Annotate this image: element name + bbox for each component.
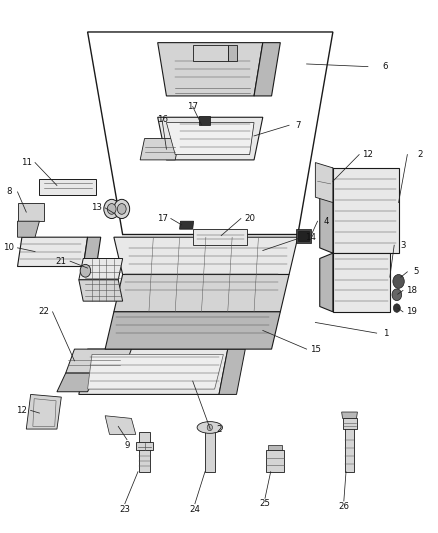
Text: 17: 17 xyxy=(187,102,198,111)
Polygon shape xyxy=(219,349,245,394)
Circle shape xyxy=(207,424,212,431)
Text: 17: 17 xyxy=(156,214,168,223)
Polygon shape xyxy=(180,221,194,229)
Text: 9: 9 xyxy=(124,441,130,449)
Polygon shape xyxy=(298,231,309,241)
Text: 7: 7 xyxy=(295,121,300,130)
Bar xyxy=(205,432,215,472)
Polygon shape xyxy=(79,349,228,394)
Polygon shape xyxy=(18,203,44,221)
Text: 13: 13 xyxy=(91,204,102,212)
Text: 20: 20 xyxy=(244,214,255,223)
Polygon shape xyxy=(88,354,223,389)
Text: 23: 23 xyxy=(119,505,131,513)
Text: 16: 16 xyxy=(156,116,168,124)
Polygon shape xyxy=(18,221,39,237)
Text: 14: 14 xyxy=(305,233,317,241)
Polygon shape xyxy=(320,168,333,253)
Circle shape xyxy=(117,204,126,214)
Text: 24: 24 xyxy=(189,505,201,513)
Polygon shape xyxy=(105,312,280,349)
Text: 19: 19 xyxy=(406,308,417,316)
Polygon shape xyxy=(158,43,263,96)
Polygon shape xyxy=(315,163,333,203)
Circle shape xyxy=(114,199,130,219)
Polygon shape xyxy=(79,259,123,280)
Text: 2: 2 xyxy=(216,425,222,433)
Polygon shape xyxy=(193,229,247,245)
Text: 26: 26 xyxy=(338,502,350,511)
Text: 25: 25 xyxy=(259,499,271,508)
Circle shape xyxy=(104,199,120,219)
Polygon shape xyxy=(66,349,131,373)
Polygon shape xyxy=(140,139,180,160)
Circle shape xyxy=(392,289,402,301)
Polygon shape xyxy=(166,123,254,155)
Text: 10: 10 xyxy=(3,244,14,252)
Polygon shape xyxy=(254,43,280,96)
Text: 22: 22 xyxy=(38,308,49,316)
Polygon shape xyxy=(333,253,390,312)
Text: 18: 18 xyxy=(406,286,417,295)
Circle shape xyxy=(393,304,400,312)
Text: 1: 1 xyxy=(383,329,388,337)
Polygon shape xyxy=(105,416,136,434)
Polygon shape xyxy=(193,45,228,61)
Circle shape xyxy=(393,274,404,288)
Text: 4: 4 xyxy=(324,217,329,225)
Circle shape xyxy=(107,204,116,214)
Text: 2: 2 xyxy=(418,150,423,159)
Polygon shape xyxy=(18,237,88,266)
Text: 15: 15 xyxy=(310,345,321,353)
Polygon shape xyxy=(83,237,101,266)
Bar xyxy=(266,450,284,472)
Polygon shape xyxy=(343,418,357,429)
Polygon shape xyxy=(158,117,263,160)
Bar xyxy=(345,424,354,472)
Polygon shape xyxy=(228,45,237,61)
Polygon shape xyxy=(114,237,298,274)
Polygon shape xyxy=(320,253,333,312)
Bar xyxy=(139,432,150,472)
Polygon shape xyxy=(296,229,311,243)
Text: 6: 6 xyxy=(383,62,388,71)
Ellipse shape xyxy=(197,422,223,433)
Polygon shape xyxy=(39,179,96,195)
Text: 12: 12 xyxy=(16,406,28,415)
Polygon shape xyxy=(79,280,123,301)
Polygon shape xyxy=(57,373,96,392)
Text: 11: 11 xyxy=(21,158,32,167)
Polygon shape xyxy=(114,274,289,312)
Circle shape xyxy=(80,264,91,277)
Polygon shape xyxy=(333,168,399,253)
Text: 5: 5 xyxy=(413,268,419,276)
Text: 3: 3 xyxy=(400,241,406,249)
Bar xyxy=(199,116,210,125)
Text: 12: 12 xyxy=(362,150,374,159)
Polygon shape xyxy=(268,445,282,450)
Text: 21: 21 xyxy=(56,257,67,265)
Polygon shape xyxy=(342,412,357,418)
Polygon shape xyxy=(26,394,61,429)
Text: 8: 8 xyxy=(6,188,11,196)
Polygon shape xyxy=(136,442,153,450)
